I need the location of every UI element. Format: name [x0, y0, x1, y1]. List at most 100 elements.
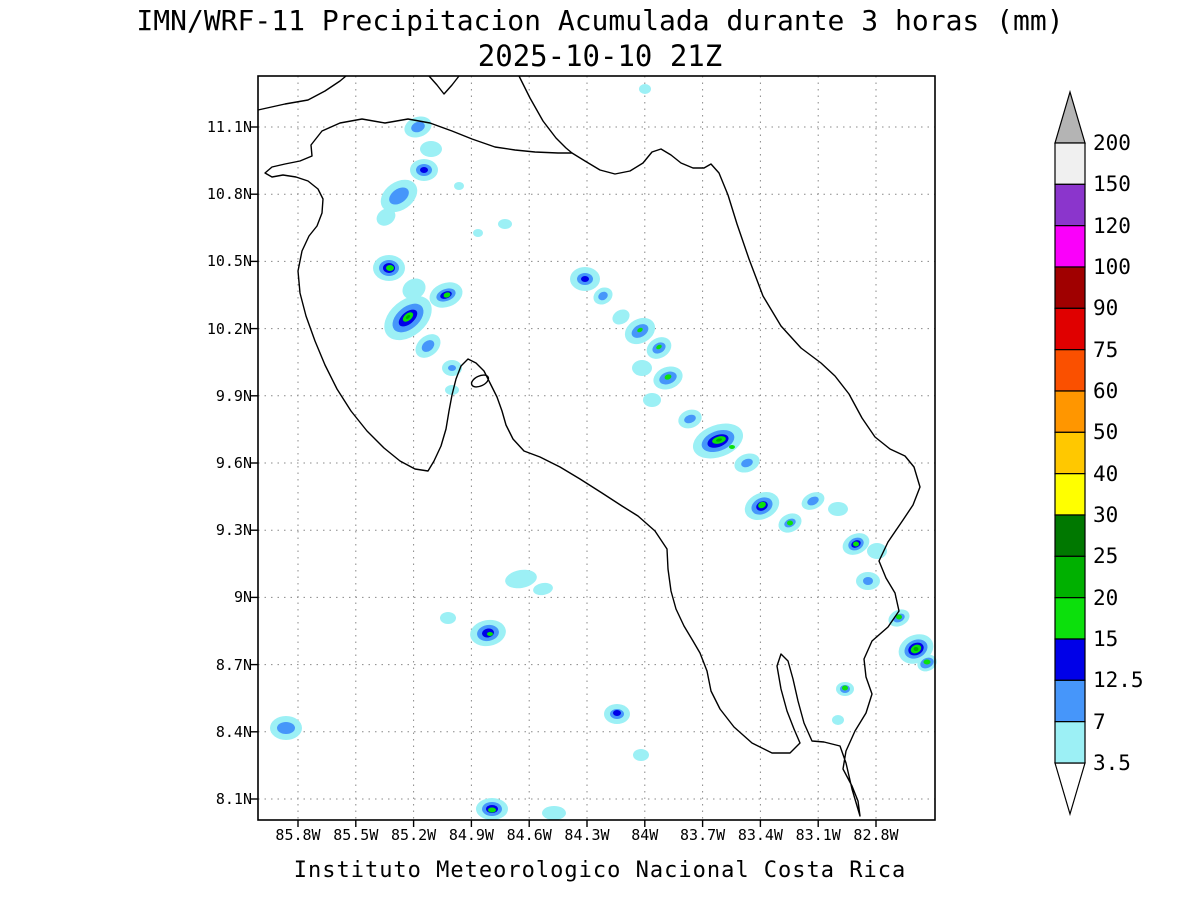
lon-label: 82.8W: [853, 826, 899, 844]
precip-cell-l1: [402, 278, 426, 300]
colorbar-label: 30: [1093, 503, 1119, 527]
precip-cell-l4: [664, 374, 672, 380]
map-frame: [257, 75, 936, 821]
precip-cell-l1: [498, 219, 512, 229]
footer-text: Instituto Meteorologico Nacional Costa R…: [293, 858, 907, 883]
lat-label: 8.7N: [215, 655, 252, 674]
precip-cell-l1: [612, 309, 630, 325]
colorbar-segment: [1054, 307, 1086, 351]
lat-label: 10.2N: [206, 319, 252, 338]
precip-cell-l2: [448, 365, 456, 371]
lon-label: 85.2W: [391, 826, 437, 844]
nicaragua-pacific-coast-line: [257, 75, 347, 111]
precipitation-cells-layer: [270, 84, 937, 820]
precip-cell-l2: [863, 577, 873, 585]
colorbar-label: 90: [1093, 296, 1119, 321]
colorbar-segment: [1054, 266, 1086, 309]
title-line-2: 2025-10-10 21Z: [477, 39, 723, 73]
colorbar-segment: [1054, 721, 1086, 764]
precip-cell-l1: [828, 502, 848, 516]
precip-cell-l2: [598, 291, 608, 301]
precip-cell-l4: [386, 265, 394, 271]
precip-cell-l4: [758, 501, 766, 509]
precip-cell-l2: [684, 414, 696, 424]
colorbar-segment: [1054, 225, 1086, 268]
lon-label: 83.7W: [680, 826, 726, 844]
lon-label: 85.5W: [333, 826, 379, 844]
precip-cell-l5: [716, 438, 722, 442]
lon-label: 84.3W: [564, 826, 610, 844]
chart-title: IMN/WRF-11 Precipitacion Acumulada duran…: [0, 4, 1200, 73]
precip-cell-l2: [277, 722, 295, 734]
colorbar-below-min-triangle: [1054, 762, 1086, 817]
lat-label: 10.8N: [206, 185, 252, 204]
colorbar-segment: [1054, 349, 1086, 392]
axis-ticks: [251, 126, 877, 827]
colorbar-segment: [1054, 431, 1086, 475]
colorbar-segment: [1054, 142, 1086, 185]
precip-cell-l4: [488, 807, 496, 813]
precip-cell-l5: [405, 315, 411, 319]
lon-label: 83.4W: [737, 826, 783, 844]
precip-cell-l4: [896, 614, 902, 620]
lon-label: 84.6W: [506, 826, 552, 844]
colorbar-above-max-triangle: [1054, 89, 1086, 144]
precip-cell-l1: [445, 385, 459, 395]
title-line-1: IMN/WRF-11 Precipitacion Acumulada duran…: [136, 4, 1064, 37]
precip-cell-l1: [632, 360, 652, 376]
colorbar-label: 7: [1093, 709, 1106, 734]
colorbar-segment: [1054, 473, 1086, 516]
colorbar-segment: [1054, 555, 1086, 599]
colorbar-label: 40: [1093, 461, 1119, 486]
precip-cell-l4: [853, 541, 859, 547]
precip-cell-l1: [454, 182, 464, 190]
precip-cell-l4: [656, 344, 662, 350]
colorbar-label: 12.5: [1093, 668, 1144, 693]
precip-cell-l1: [473, 229, 483, 237]
colorbar-segment: [1054, 638, 1086, 681]
precip-cell-l2: [389, 187, 409, 205]
colorbar-label: 25: [1093, 544, 1119, 569]
precip-cell-l2: [411, 121, 425, 133]
precip-cell-l1: [420, 141, 442, 157]
colorbar-label: 150: [1093, 172, 1131, 197]
colorbar-segment: [1054, 679, 1086, 723]
san-juan-river-border-line: [518, 75, 573, 154]
colorbar-label: 50: [1093, 420, 1119, 445]
lat-label: 9.6N: [215, 454, 252, 472]
colorbar-label: 120: [1093, 213, 1131, 238]
grid-lines: [258, 76, 935, 820]
precip-cell-l4: [443, 292, 451, 298]
precip-cell-l2: [741, 458, 753, 468]
precip-cell-l2: [807, 496, 819, 506]
precip-cell-l1: [639, 84, 651, 94]
colorbar-label: 3.5: [1093, 751, 1131, 775]
precip-cell-l4: [637, 327, 643, 333]
precip-cell-l1: [633, 749, 649, 761]
lon-label: 85.8W: [275, 826, 321, 844]
colorbar-segment: [1054, 183, 1086, 227]
precip-cell-l1: [505, 569, 537, 589]
colorbar: [1054, 89, 1086, 817]
lat-label: 9.9N: [215, 386, 252, 405]
precip-cell-l2: [421, 340, 435, 352]
lat-label: 8.4N: [215, 722, 252, 741]
lon-label: 84.9W: [448, 826, 494, 844]
colorbar-segment: [1054, 597, 1086, 640]
precip-cell-l1: [643, 393, 661, 407]
precip-cell-l4: [787, 520, 793, 526]
precip-cell-l1: [542, 806, 566, 820]
coastline-layer: [257, 75, 921, 817]
colorbar-segment: [1054, 514, 1086, 557]
colorbar-label: 15: [1093, 627, 1119, 651]
precip-cell-l3: [581, 276, 589, 282]
precip-cell-l1: [832, 715, 844, 725]
colorbar-label: 100: [1093, 255, 1131, 279]
lat-label: 11.1N: [206, 118, 252, 136]
precip-cell-l3: [613, 710, 621, 716]
precip-cell-l4: [729, 445, 735, 449]
gulf-of-nicoya-island: [470, 374, 490, 388]
lat-label: 9.3N: [215, 521, 252, 540]
precip-cell-l4: [923, 659, 931, 665]
